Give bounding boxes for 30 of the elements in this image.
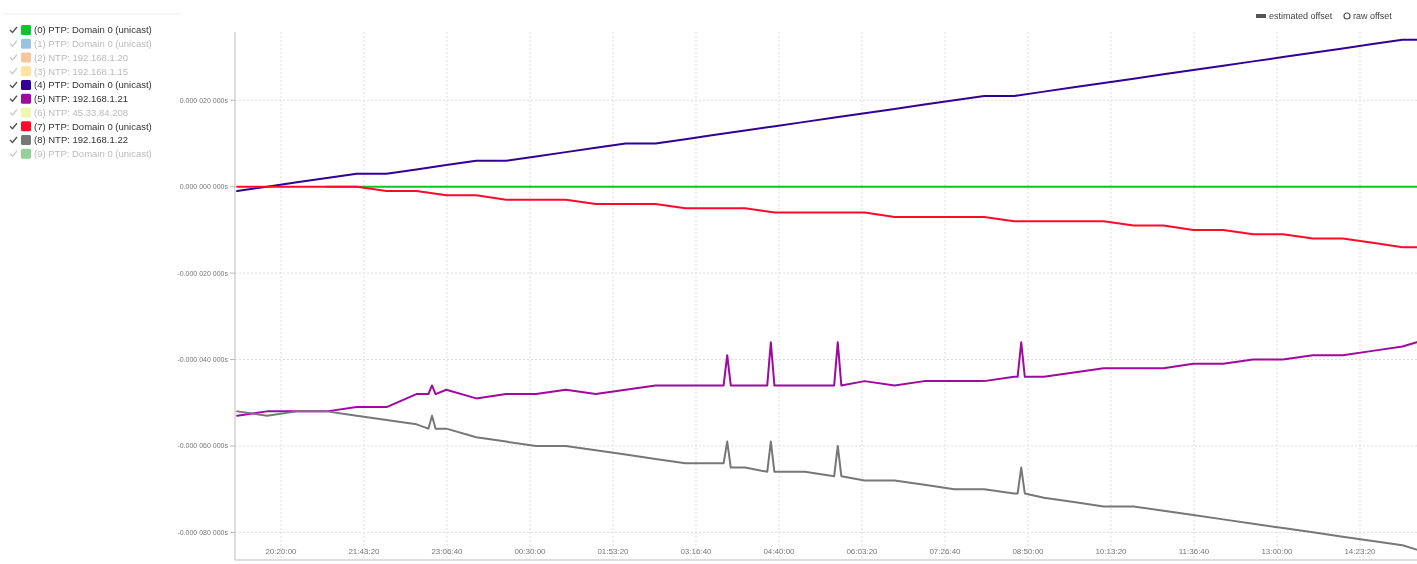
line-series <box>236 341 1417 417</box>
legend-label: (8) NTP: 192.168.1.22 <box>34 134 128 146</box>
x-tick-label: 04:40:00 <box>763 547 796 556</box>
x-tick-label: 07:26:40 <box>929 547 962 556</box>
line-series <box>236 185 1417 249</box>
legend-label: (7) PTP: Domain 0 (unicast) <box>34 120 152 132</box>
x-tick-label: 08:50:00 <box>1012 547 1045 556</box>
legend-label: (3) NTP: 192.168.1.15 <box>34 65 128 77</box>
x-tick-label: 03:16:40 <box>680 547 713 556</box>
legend-label: (0) PTP: Domain 0 (unicast) <box>34 24 152 36</box>
x-tick-label: 23:06:40 <box>431 547 464 556</box>
text: raw offset <box>1353 11 1393 22</box>
x-tick-label: 11:36:40 <box>1178 547 1210 556</box>
x-tick-label: 14:23:20 <box>1344 547 1377 556</box>
x-tick-label: 13:00:00 <box>1261 547 1294 556</box>
x-tick-label: 10:13:20 <box>1095 547 1128 556</box>
legend-label: (5) NTP: 192.168.1.21 <box>34 93 128 105</box>
x-tick-label: 20:20:00 <box>265 547 298 556</box>
legend-label: (4) PTP: Domain 0 (unicast) <box>34 79 152 91</box>
x-tick-label: 01:53:20 <box>597 547 630 556</box>
text: estimated offset <box>1269 11 1333 22</box>
x-tick-label: 00:30:00 <box>514 547 547 556</box>
line-series <box>236 38 1417 193</box>
legend-label: (6) NTP: 45.33.84.208 <box>34 106 128 118</box>
x-tick-label: 06:03:20 <box>846 547 879 556</box>
line-series <box>236 410 1417 551</box>
legend-label: (9) PTP: Domain 0 (unicast) <box>34 148 152 160</box>
legend-label: (1) PTP: Domain 0 (unicast) <box>34 38 152 50</box>
x-tick-label: 21:43:20 <box>348 547 381 556</box>
legend-label: (2) NTP: 192.168.1.20 <box>34 51 128 63</box>
